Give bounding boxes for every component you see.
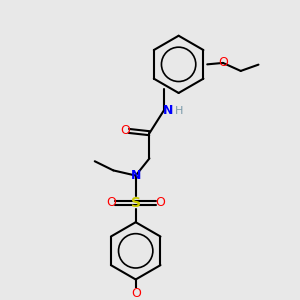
Text: O: O (155, 196, 165, 209)
Text: N: N (163, 104, 173, 117)
Text: N: N (130, 169, 141, 182)
Text: O: O (131, 287, 141, 300)
Text: O: O (120, 124, 130, 137)
Text: H: H (175, 106, 183, 116)
Text: O: O (106, 196, 116, 209)
Text: S: S (131, 196, 141, 210)
Text: O: O (218, 56, 228, 69)
